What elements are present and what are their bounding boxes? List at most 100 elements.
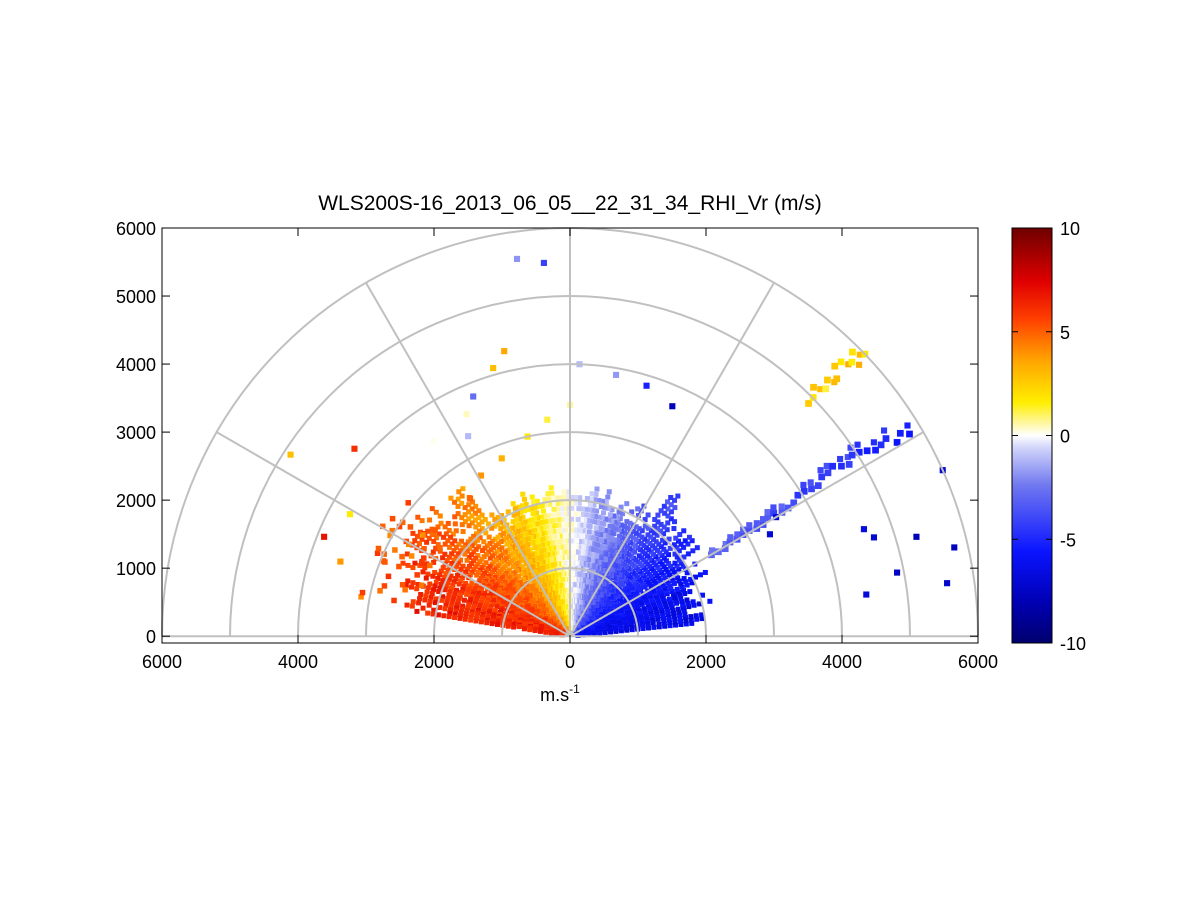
velocity-cell (455, 511, 461, 517)
velocity-cell (553, 523, 559, 529)
velocity-cell (654, 532, 660, 538)
velocity-cell (605, 528, 611, 534)
velocity-cell (479, 526, 485, 532)
velocity-cell (679, 560, 685, 566)
velocity-cell (659, 553, 665, 559)
velocity-cell (473, 598, 479, 604)
velocity-cell (532, 516, 538, 522)
velocity-cell (466, 502, 472, 508)
velocity-cell (553, 495, 559, 501)
velocity-cell (514, 511, 520, 517)
velocity-cell (565, 500, 571, 506)
velocity-cell (525, 542, 531, 548)
velocity-cell (418, 591, 424, 597)
velocity-cell (589, 541, 595, 547)
velocity-cell (655, 512, 661, 518)
velocity-cell (545, 529, 551, 535)
velocity-cell (510, 564, 516, 570)
velocity-cell (682, 614, 688, 620)
velocity-cell (487, 555, 493, 561)
velocity-cell (677, 532, 683, 538)
velocity-cell (409, 584, 415, 590)
velocity-cell (595, 531, 601, 537)
velocity-cell (451, 499, 457, 505)
velocity-cell (672, 560, 678, 566)
velocity-cell (470, 606, 476, 612)
velocity-cell (458, 609, 464, 615)
velocity-cell (617, 539, 623, 545)
velocity-cell (425, 528, 431, 534)
velocity-cell (655, 526, 661, 532)
velocity-cell (412, 538, 418, 544)
velocity-cell (490, 365, 497, 372)
velocity-cell (585, 534, 591, 540)
velocity-cell (486, 534, 492, 540)
x-tick-label: 4000 (278, 652, 318, 672)
velocity-cell (565, 511, 571, 517)
velocity-cell (651, 624, 657, 630)
velocity-cell (396, 523, 403, 530)
velocity-cell (700, 592, 706, 598)
velocity-cell (669, 566, 675, 572)
velocity-cell (542, 513, 548, 519)
velocity-cell (495, 521, 501, 527)
velocity-cell (465, 433, 472, 440)
velocity-cell (414, 572, 420, 578)
velocity-cell (521, 526, 527, 532)
velocity-cell (537, 543, 543, 549)
velocity-cell (447, 607, 453, 613)
velocity-cell (670, 591, 676, 597)
velocity-cell (432, 600, 438, 606)
velocity-cell (551, 528, 557, 534)
velocity-cell (569, 500, 575, 506)
velocity-cell (645, 532, 651, 538)
velocity-cell (460, 545, 466, 551)
y-tick-label: 6000 (116, 219, 156, 239)
grid-spoke (216, 431, 571, 638)
velocity-cell (501, 348, 508, 355)
velocity-cell (415, 581, 421, 587)
velocity-cell (609, 507, 615, 513)
velocity-cell (442, 541, 448, 547)
velocity-cell (609, 536, 615, 542)
velocity-cell (473, 564, 479, 570)
velocity-cell (479, 519, 485, 525)
velocity-cell (662, 575, 668, 581)
velocity-cell (427, 598, 433, 604)
velocity-cell (721, 545, 729, 553)
velocity-cell (677, 612, 683, 618)
velocity-cell (638, 540, 644, 546)
velocity-cell (561, 500, 567, 506)
velocity-cell (569, 516, 575, 522)
velocity-cell (672, 594, 678, 600)
velocity-cell (454, 587, 460, 593)
velocity-cell (540, 259, 547, 266)
velocity-cell (448, 534, 454, 540)
velocity-cell (521, 626, 527, 632)
velocity-cell (419, 518, 425, 524)
velocity-cell (520, 491, 526, 497)
velocity-cell (459, 493, 465, 499)
velocity-cell (699, 612, 705, 618)
velocity-cell (685, 600, 691, 606)
velocity-cell (476, 521, 482, 527)
velocity-cell (530, 540, 536, 546)
velocity-cell (495, 621, 501, 627)
velocity-cell (546, 535, 552, 541)
velocity-cell (845, 461, 853, 468)
velocity-cell (609, 518, 615, 524)
velocity-cell (599, 526, 605, 532)
velocity-cell (599, 538, 605, 544)
velocity-cell (661, 546, 667, 552)
velocity-cell (849, 348, 856, 356)
velocity-cell (599, 515, 605, 521)
velocity-cell (636, 526, 642, 532)
velocity-cell (614, 538, 620, 544)
velocity-cell (504, 535, 510, 541)
velocity-cell (584, 540, 590, 546)
velocity-cell (596, 514, 602, 520)
velocity-cell (770, 504, 777, 511)
velocity-cell (856, 361, 863, 368)
velocity-cell (601, 510, 607, 516)
velocity-cell (666, 552, 672, 558)
